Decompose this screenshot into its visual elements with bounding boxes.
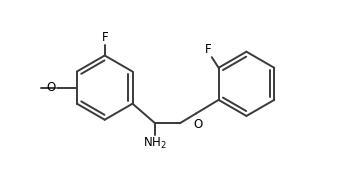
Text: O: O — [193, 118, 202, 131]
Text: F: F — [101, 31, 108, 44]
Text: F: F — [204, 43, 211, 56]
Text: O: O — [47, 81, 56, 94]
Text: NH$_2$: NH$_2$ — [143, 136, 167, 151]
